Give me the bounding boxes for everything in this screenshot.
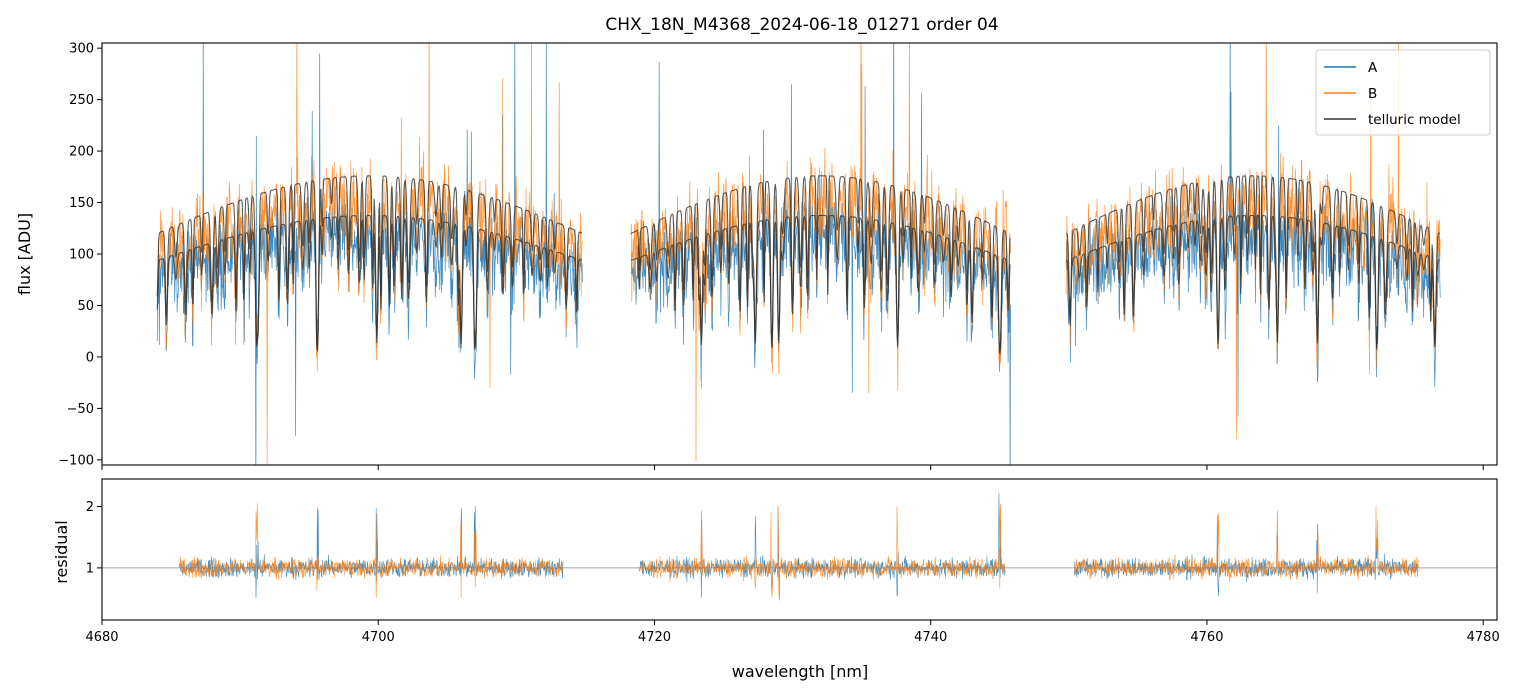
residual-a-line [179, 505, 564, 598]
series-a-line [156, 43, 583, 465]
flux-plot-area [156, 43, 1441, 465]
x-tick-label: 4740 [914, 630, 947, 645]
flux-y-tick-label: 150 [69, 196, 94, 211]
flux-y-tick-label: 200 [69, 145, 94, 160]
residual-y-tick-label: 1 [86, 561, 94, 576]
flux-y-axis-label: flux [ADU] [15, 213, 34, 295]
flux-y-tick-label: 50 [77, 299, 94, 314]
chart-title: CHX_18N_M4368_2024-06-18_01271 order 04 [605, 15, 998, 35]
residual-b-line [1074, 506, 1419, 583]
residual-plot-area [102, 492, 1497, 601]
legend-box [1315, 49, 1491, 136]
flux-y-tick-label: −50 [67, 402, 94, 417]
flux-y-ticks: −100 −50 0 50 100 150 200 250 300 [58, 42, 102, 468]
x-tick-label: 4760 [1190, 630, 1223, 645]
residual-y-ticks: 12 [86, 500, 102, 576]
legend: A B telluric model [1315, 49, 1491, 136]
residual-b-line [639, 504, 1006, 597]
x-axis-label: wavelength [nm] [732, 662, 869, 681]
residual-y-axis-label: residual [52, 520, 71, 583]
legend-label-telluric: telluric model [1368, 112, 1461, 128]
series-b-line [630, 43, 1011, 462]
residual-panel: 12 4680 4700 4720 4740 4760 4780 residual [52, 478, 1500, 645]
legend-label-a: A [1368, 60, 1378, 76]
residual-a-line [1074, 515, 1419, 597]
series-b-line [156, 43, 583, 465]
residual-b-line [179, 503, 564, 599]
flux-y-tick-label: 300 [69, 42, 94, 57]
x-tick-label: 4680 [85, 630, 118, 645]
legend-label-b: B [1368, 86, 1377, 102]
telluric-model-b-line [630, 175, 1011, 353]
flux-x-ticks [101, 465, 1484, 470]
series-a-line [630, 43, 1011, 465]
residual-x-ticks: 4680 4700 4720 4740 4760 4780 [85, 620, 1500, 645]
telluric-model-b-line [1066, 175, 1440, 348]
telluric-model-a-line [156, 214, 583, 352]
flux-y-tick-label: −100 [58, 453, 94, 468]
flux-y-tick-label: 250 [69, 93, 94, 108]
flux-y-tick-label: 100 [69, 248, 94, 263]
x-tick-label: 4780 [1467, 630, 1500, 645]
residual-y-tick-label: 2 [86, 500, 94, 515]
x-tick-label: 4700 [362, 630, 395, 645]
residual-axes-frame [101, 478, 1498, 621]
residual-a-line [639, 492, 1006, 601]
flux-y-tick-label: 0 [86, 350, 94, 365]
flux-panel: −100 −50 0 50 100 150 200 250 300 flux [ADU] A B… [15, 42, 1498, 470]
x-tick-label: 4720 [638, 630, 671, 645]
telluric-model-b-line [156, 175, 583, 350]
